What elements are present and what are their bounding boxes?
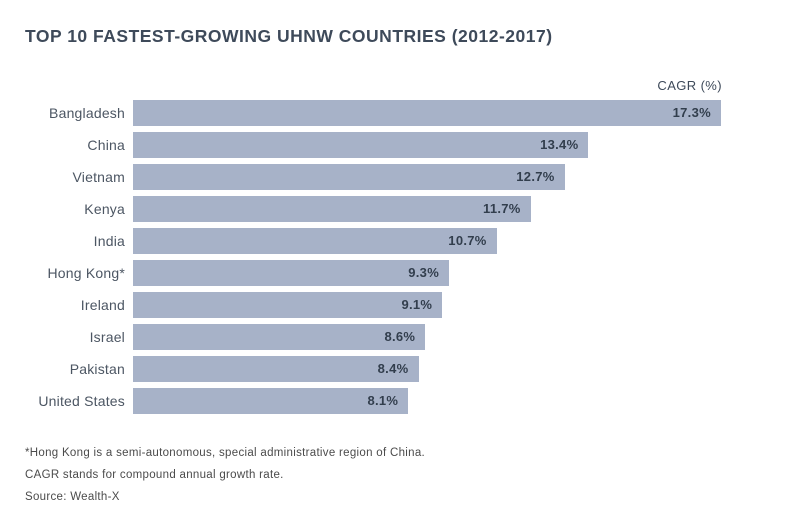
bar-value-label: 12.7%	[516, 169, 555, 184]
bar-track: 13.4%	[133, 132, 721, 158]
bar: 13.4%	[133, 132, 589, 158]
bar-value-label: 8.1%	[367, 393, 399, 408]
country-label: China	[87, 137, 125, 153]
bar-chart: Bangladesh 17.3% China 13.4% Vietnam 12.…	[0, 100, 800, 420]
axis-unit-label: CAGR (%)	[657, 78, 722, 93]
bar-value-label: 9.3%	[408, 265, 440, 280]
chart-row: Hong Kong* 9.3%	[0, 260, 800, 286]
bar: 11.7%	[133, 196, 531, 222]
bar: 12.7%	[133, 164, 565, 190]
bar-track: 10.7%	[133, 228, 721, 254]
chart-row: Vietnam 12.7%	[0, 164, 800, 190]
country-label: Kenya	[84, 201, 125, 217]
chart-row: Bangladesh 17.3%	[0, 100, 800, 126]
bar-track: 8.1%	[133, 388, 721, 414]
footnote-cagr: CAGR stands for compound annual growth r…	[25, 469, 284, 481]
footnote-hong-kong: *Hong Kong is a semi-autonomous, special…	[25, 447, 426, 459]
source-note: Source: Wealth-X	[25, 491, 120, 503]
bar: 9.1%	[133, 292, 443, 318]
country-label: Israel	[89, 329, 125, 345]
bar-value-label: 9.1%	[401, 297, 433, 312]
bar: 8.1%	[133, 388, 409, 414]
chart-row: Kenya 11.7%	[0, 196, 800, 222]
bar-track: 8.4%	[133, 356, 721, 382]
chart-row: China 13.4%	[0, 132, 800, 158]
chart-title: TOP 10 FASTEST-GROWING UHNW COUNTRIES (2…	[25, 26, 553, 46]
bar-value-label: 11.7%	[483, 201, 521, 216]
bar-track: 9.1%	[133, 292, 721, 318]
country-label: Vietnam	[72, 169, 125, 185]
bar: 17.3%	[133, 100, 721, 126]
footnotes: *Hong Kong is a semi-autonomous, special…	[25, 447, 725, 513]
bar-track: 12.7%	[133, 164, 721, 190]
country-label: Bangladesh	[49, 105, 125, 121]
chart-row: Ireland 9.1%	[0, 292, 800, 318]
bar: 8.4%	[133, 356, 419, 382]
bar: 9.3%	[133, 260, 450, 286]
chart-row: Pakistan 8.4%	[0, 356, 800, 382]
bar-track: 11.7%	[133, 196, 721, 222]
bar-value-label: 10.7%	[448, 233, 487, 248]
bar-value-label: 8.4%	[377, 361, 409, 376]
bar: 8.6%	[133, 324, 426, 350]
bar-value-label: 8.6%	[384, 329, 416, 344]
country-label: Hong Kong*	[47, 265, 125, 281]
country-label: Pakistan	[69, 361, 125, 377]
bar-track: 9.3%	[133, 260, 721, 286]
bar-track: 8.6%	[133, 324, 721, 350]
bar-value-label: 13.4%	[540, 137, 579, 152]
country-label: India	[93, 233, 125, 249]
chart-row: United States 8.1%	[0, 388, 800, 414]
country-label: Ireland	[80, 297, 125, 313]
chart-row: India 10.7%	[0, 228, 800, 254]
bar-value-label: 17.3%	[672, 105, 711, 120]
country-label: United States	[38, 393, 125, 409]
bar: 10.7%	[133, 228, 497, 254]
bar-track: 17.3%	[133, 100, 721, 126]
chart-row: Israel 8.6%	[0, 324, 800, 350]
